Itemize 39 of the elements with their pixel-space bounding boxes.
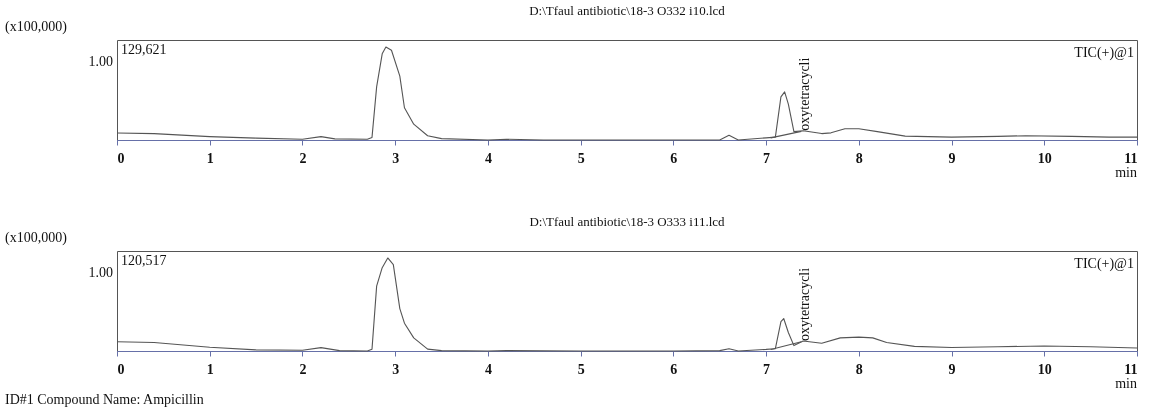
x-tick-label: 8 bbox=[855, 361, 863, 377]
chart-title: D:\Tfaul antibiotic\18-3 O333 i11.lcd bbox=[529, 214, 726, 229]
x-tick-label: 5 bbox=[577, 150, 585, 166]
x-tick-label: 8 bbox=[855, 150, 863, 166]
x-tick-label: 3 bbox=[392, 361, 400, 377]
x-tick-label: 3 bbox=[392, 150, 400, 166]
annotation: oxytetracycli bbox=[797, 57, 813, 131]
x-tick-label: 4 bbox=[484, 361, 492, 377]
x-tick-label: 1 bbox=[206, 361, 214, 377]
x-tick-label: 11 bbox=[1124, 150, 1138, 166]
annotation: TIC(+)@1 bbox=[1074, 256, 1134, 272]
x-tick-label: 6 bbox=[670, 150, 678, 166]
text: 1.00 bbox=[88, 265, 113, 280]
x-tick-label: 9 bbox=[948, 361, 956, 377]
y-axis-title: (x100,000) bbox=[5, 230, 68, 246]
x-tick-label: 7 bbox=[763, 150, 771, 166]
x-tick-label: 2 bbox=[299, 361, 307, 377]
x-tick-label: 7 bbox=[763, 361, 771, 377]
x-axis-title: min bbox=[1115, 165, 1137, 180]
annotation: 129,621 bbox=[121, 42, 167, 57]
text: 1.00 bbox=[88, 54, 113, 69]
x-tick-label: 9 bbox=[948, 150, 956, 166]
chart-title: D:\Tfaul antibiotic\18-3 O332 i10.lcd bbox=[529, 3, 726, 18]
annotation: TIC(+)@1 bbox=[1074, 45, 1134, 61]
x-axis-title: min bbox=[1115, 376, 1137, 391]
x-tick-label: 10 bbox=[1037, 361, 1052, 377]
x-tick-label: 0 bbox=[117, 150, 125, 166]
y-axis-title: (x100,000) bbox=[5, 19, 68, 35]
x-tick-label: 10 bbox=[1037, 150, 1052, 166]
x-tick-label: 4 bbox=[484, 150, 492, 166]
x-tick-label: 5 bbox=[577, 361, 585, 377]
x-tick-label: 1 bbox=[206, 150, 214, 166]
annotation: 120,517 bbox=[121, 253, 167, 268]
text: ID#1 Compound Name: Ampicillin bbox=[5, 392, 204, 407]
x-tick-label: 0 bbox=[117, 361, 125, 377]
x-tick-label: 2 bbox=[299, 150, 307, 166]
annotation: oxytetracycli bbox=[797, 267, 813, 341]
x-tick-label: 11 bbox=[1124, 361, 1138, 377]
x-tick-label: 6 bbox=[670, 361, 678, 377]
